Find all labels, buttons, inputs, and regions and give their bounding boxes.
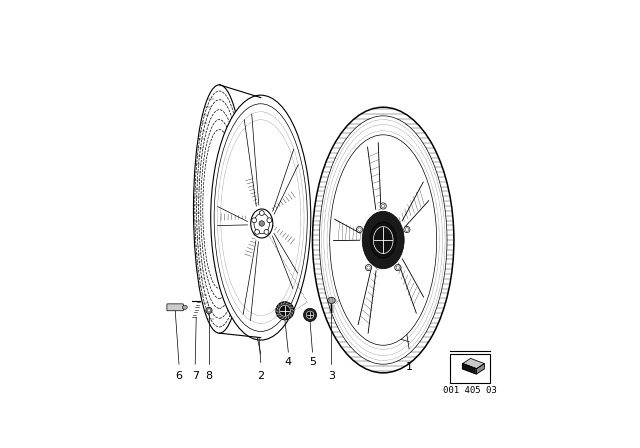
Ellipse shape bbox=[362, 211, 404, 269]
Text: 3: 3 bbox=[328, 371, 335, 381]
Ellipse shape bbox=[211, 95, 311, 340]
Circle shape bbox=[259, 221, 264, 226]
Circle shape bbox=[264, 229, 269, 234]
Ellipse shape bbox=[276, 302, 294, 320]
Text: 5: 5 bbox=[309, 358, 316, 367]
Ellipse shape bbox=[182, 305, 188, 310]
Ellipse shape bbox=[330, 135, 436, 345]
Ellipse shape bbox=[206, 307, 212, 314]
Text: 4: 4 bbox=[285, 358, 292, 367]
Ellipse shape bbox=[207, 309, 211, 312]
Ellipse shape bbox=[370, 222, 396, 258]
Ellipse shape bbox=[365, 264, 372, 271]
Ellipse shape bbox=[280, 305, 291, 316]
Polygon shape bbox=[463, 364, 476, 374]
Text: 2: 2 bbox=[257, 371, 264, 381]
Bar bbox=[451, 354, 490, 383]
Text: 1: 1 bbox=[406, 362, 413, 372]
Circle shape bbox=[255, 229, 259, 234]
Circle shape bbox=[259, 211, 264, 215]
Ellipse shape bbox=[328, 297, 335, 303]
Circle shape bbox=[267, 218, 272, 223]
Ellipse shape bbox=[251, 209, 273, 238]
Ellipse shape bbox=[380, 203, 387, 209]
Ellipse shape bbox=[395, 264, 401, 271]
Circle shape bbox=[252, 218, 257, 223]
Text: 8: 8 bbox=[205, 371, 212, 381]
Text: 001 405 03: 001 405 03 bbox=[444, 386, 497, 395]
Polygon shape bbox=[476, 364, 484, 374]
Ellipse shape bbox=[404, 226, 410, 233]
Text: 7: 7 bbox=[191, 371, 199, 381]
Polygon shape bbox=[463, 358, 484, 369]
Ellipse shape bbox=[303, 308, 317, 322]
Ellipse shape bbox=[356, 226, 363, 233]
FancyBboxPatch shape bbox=[167, 304, 184, 311]
Text: 6: 6 bbox=[175, 371, 182, 381]
Ellipse shape bbox=[307, 311, 314, 319]
